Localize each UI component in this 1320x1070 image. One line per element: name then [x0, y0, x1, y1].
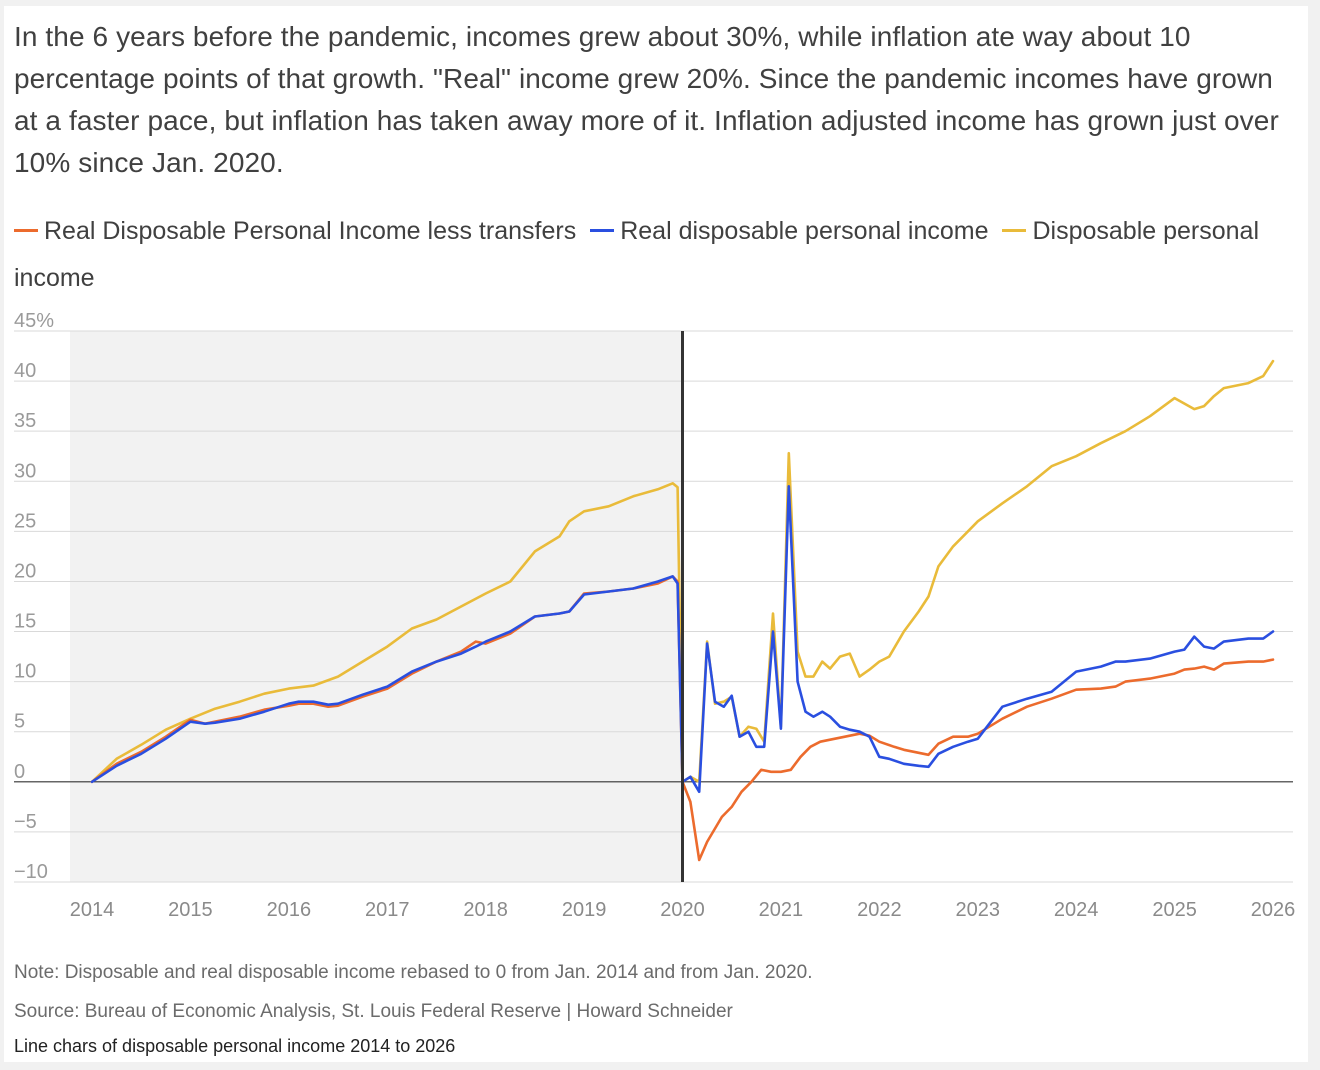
chart-source: Source: Bureau of Economic Analysis, St.… — [14, 1001, 733, 1022]
x-tick-label: 2015 — [168, 899, 213, 921]
y-tick-label: 40 — [14, 360, 36, 382]
legend-item-real-less-transfers: Real Disposable Personal Income less tra… — [14, 217, 576, 245]
x-tick-label: 2021 — [759, 899, 804, 921]
x-tick-label: 2018 — [463, 899, 508, 921]
y-tick-label: 25 — [14, 510, 36, 532]
chart-caption: Line chars of disposable personal income… — [14, 1036, 456, 1056]
x-tick-label: 2026 — [1251, 899, 1296, 921]
legend-swatch-gold — [1002, 228, 1027, 232]
y-tick-label: −10 — [14, 861, 48, 883]
legend-label-real-less-transfers: Real Disposable Personal Income less tra… — [44, 217, 577, 245]
y-tick-label: 5 — [14, 711, 25, 733]
y-tick-label: 20 — [14, 560, 36, 582]
x-tick-label: 2014 — [70, 899, 115, 921]
series-line-0 — [90, 575, 1275, 862]
y-tick-label: −5 — [14, 811, 37, 833]
legend: Real Disposable Personal Income less tra… — [14, 208, 1294, 302]
series-line-1 — [90, 484, 1275, 794]
legend-item-disposable-income: Disposable personal income — [14, 217, 1259, 292]
y-tick-label: 30 — [14, 460, 36, 482]
pre-pandemic-shade — [70, 331, 683, 882]
legend-swatch-blue — [590, 228, 615, 232]
x-tick-label: 2024 — [1054, 899, 1099, 921]
x-tick-label: 2016 — [267, 899, 312, 921]
y-tick-label: 10 — [14, 661, 36, 683]
legend-item-real-income: Real disposable personal income — [590, 217, 988, 245]
x-tick-label: 2019 — [562, 899, 607, 921]
x-tick-label: 2020 — [660, 899, 705, 921]
y-tick-label: 35 — [14, 410, 36, 432]
chart-note: Note: Disposable and real disposable inc… — [14, 962, 813, 983]
y-tick-label: 0 — [14, 761, 25, 783]
x-tick-label: 2022 — [857, 899, 902, 921]
legend-label-real-income: Real disposable personal income — [620, 217, 989, 245]
x-tick-label: 2017 — [365, 899, 410, 921]
chart-title: In the 6 years before the pandemic, inco… — [14, 21, 1279, 178]
y-tick-label: 15 — [14, 611, 36, 633]
x-tick-label: 2025 — [1152, 899, 1197, 921]
y-tick-label: 45% — [14, 310, 54, 332]
x-tick-label: 2023 — [956, 899, 1001, 921]
series-line-2 — [90, 359, 1275, 784]
legend-swatch-orange — [14, 228, 38, 232]
legend-label-disposable-income: Disposable personal income — [14, 217, 1260, 292]
